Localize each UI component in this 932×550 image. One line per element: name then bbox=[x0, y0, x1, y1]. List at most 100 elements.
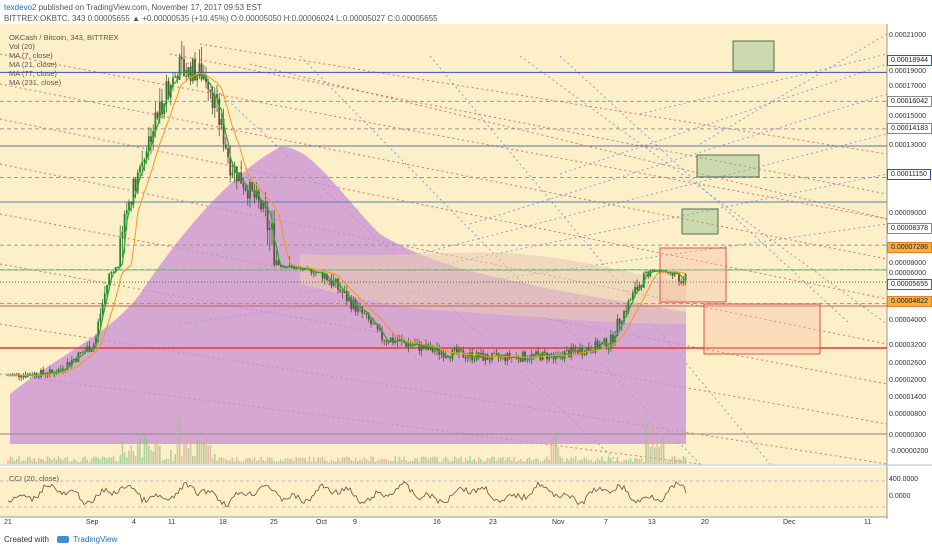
candle-body bbox=[62, 368, 64, 371]
volume-bar bbox=[106, 458, 108, 464]
legend-item-ma231: MA (231, close) bbox=[9, 78, 62, 87]
target-box-green bbox=[681, 208, 719, 235]
volume-bar bbox=[555, 431, 557, 464]
ohlc-values: 0.00005655 ▲ +0.00000535 (+10.45%) O:0.0… bbox=[87, 14, 438, 23]
candle-body bbox=[136, 172, 139, 191]
volume-bar bbox=[324, 459, 326, 464]
candle-body bbox=[649, 270, 652, 277]
volume-bar bbox=[110, 457, 113, 464]
candle-body bbox=[180, 57, 183, 60]
volume-bar bbox=[517, 460, 520, 464]
volume-bar bbox=[662, 436, 665, 464]
volume-bar bbox=[269, 457, 271, 464]
volume-bar bbox=[453, 456, 456, 464]
volume-bar bbox=[416, 458, 418, 464]
volume-bar bbox=[141, 457, 143, 464]
volume-bar bbox=[412, 460, 414, 464]
volume-bar bbox=[176, 419, 179, 464]
candle-body bbox=[548, 353, 551, 360]
volume-bar bbox=[231, 457, 234, 464]
volume-bar bbox=[123, 452, 126, 464]
chart-svg[interactable] bbox=[0, 24, 932, 519]
volume-bar bbox=[7, 460, 9, 464]
volume-bar bbox=[610, 457, 612, 464]
candle-body bbox=[301, 268, 304, 270]
volume-bar bbox=[194, 455, 196, 464]
candle-body bbox=[227, 148, 229, 158]
candle-body bbox=[405, 342, 408, 347]
candle-body bbox=[678, 273, 680, 282]
candle-body bbox=[216, 94, 218, 99]
candle-body bbox=[290, 265, 293, 267]
cci-line bbox=[0, 480, 887, 508]
volume-bar bbox=[572, 458, 575, 464]
volume-bar bbox=[313, 457, 315, 464]
candle-body bbox=[97, 321, 100, 337]
volume-bar bbox=[185, 433, 187, 464]
volume-bar bbox=[381, 459, 383, 464]
time-tick: 7 bbox=[604, 519, 608, 526]
moving-averages bbox=[7, 69, 686, 378]
volume-bar bbox=[640, 457, 643, 464]
volume-bar bbox=[438, 461, 440, 464]
volume-bar bbox=[376, 460, 379, 464]
volume-bar bbox=[649, 446, 652, 464]
volume-bar bbox=[40, 459, 42, 464]
candle-body bbox=[609, 334, 612, 347]
candle-body bbox=[128, 201, 130, 211]
candle-body bbox=[603, 338, 606, 343]
volume-bar bbox=[434, 456, 436, 464]
volume-bar bbox=[275, 461, 278, 464]
candle-body bbox=[532, 354, 535, 355]
volume-bar bbox=[473, 458, 476, 464]
volume-bar bbox=[288, 458, 291, 464]
volume-bar bbox=[374, 461, 377, 464]
candle-body bbox=[48, 369, 51, 375]
volume-bar bbox=[192, 455, 194, 464]
candle-body bbox=[174, 76, 177, 78]
volume-bar bbox=[621, 461, 623, 464]
volume-bar bbox=[187, 448, 190, 464]
volume-bar bbox=[156, 436, 159, 464]
volume-bar bbox=[297, 458, 300, 464]
candle-body bbox=[213, 94, 216, 109]
candle-body bbox=[519, 359, 522, 362]
volume-bar bbox=[493, 456, 495, 464]
volume-bars bbox=[7, 417, 687, 464]
volume-bar bbox=[458, 458, 460, 464]
candle-body bbox=[365, 313, 368, 315]
volume-bar bbox=[475, 461, 478, 464]
candle-body bbox=[51, 369, 53, 373]
trendline-red bbox=[0, 53, 888, 220]
horizontal-levels bbox=[0, 71, 887, 435]
time-tick: 23 bbox=[489, 519, 497, 526]
candle-body bbox=[282, 266, 284, 268]
volume-bar bbox=[629, 457, 632, 464]
volume-bar bbox=[660, 417, 663, 464]
volume-bar bbox=[24, 460, 27, 464]
volume-bar bbox=[423, 456, 425, 464]
volume-bar bbox=[524, 461, 526, 464]
candle-body bbox=[275, 260, 278, 265]
volume-bar bbox=[121, 437, 124, 464]
volume-bar bbox=[291, 458, 293, 464]
volume-bar bbox=[568, 460, 570, 464]
candle-body bbox=[361, 307, 364, 314]
volume-bar bbox=[409, 461, 412, 464]
volume-bar bbox=[607, 456, 610, 464]
volume-bar bbox=[563, 461, 566, 464]
trendline-red bbox=[169, 53, 888, 195]
volume-bar bbox=[478, 457, 480, 464]
time-tick: Dec bbox=[783, 519, 796, 526]
volume-bar bbox=[167, 459, 170, 464]
candle-body bbox=[601, 342, 603, 345]
candle-body bbox=[255, 191, 258, 198]
author-link[interactable]: texdevo2 bbox=[4, 3, 37, 12]
volume-bar bbox=[495, 460, 498, 464]
candle-body bbox=[130, 201, 133, 205]
volume-bar bbox=[502, 457, 504, 464]
volume-bar bbox=[306, 461, 308, 464]
volume-bar bbox=[308, 456, 311, 464]
volume-bar bbox=[447, 458, 449, 464]
tradingview-link[interactable]: TradingView bbox=[73, 535, 118, 544]
